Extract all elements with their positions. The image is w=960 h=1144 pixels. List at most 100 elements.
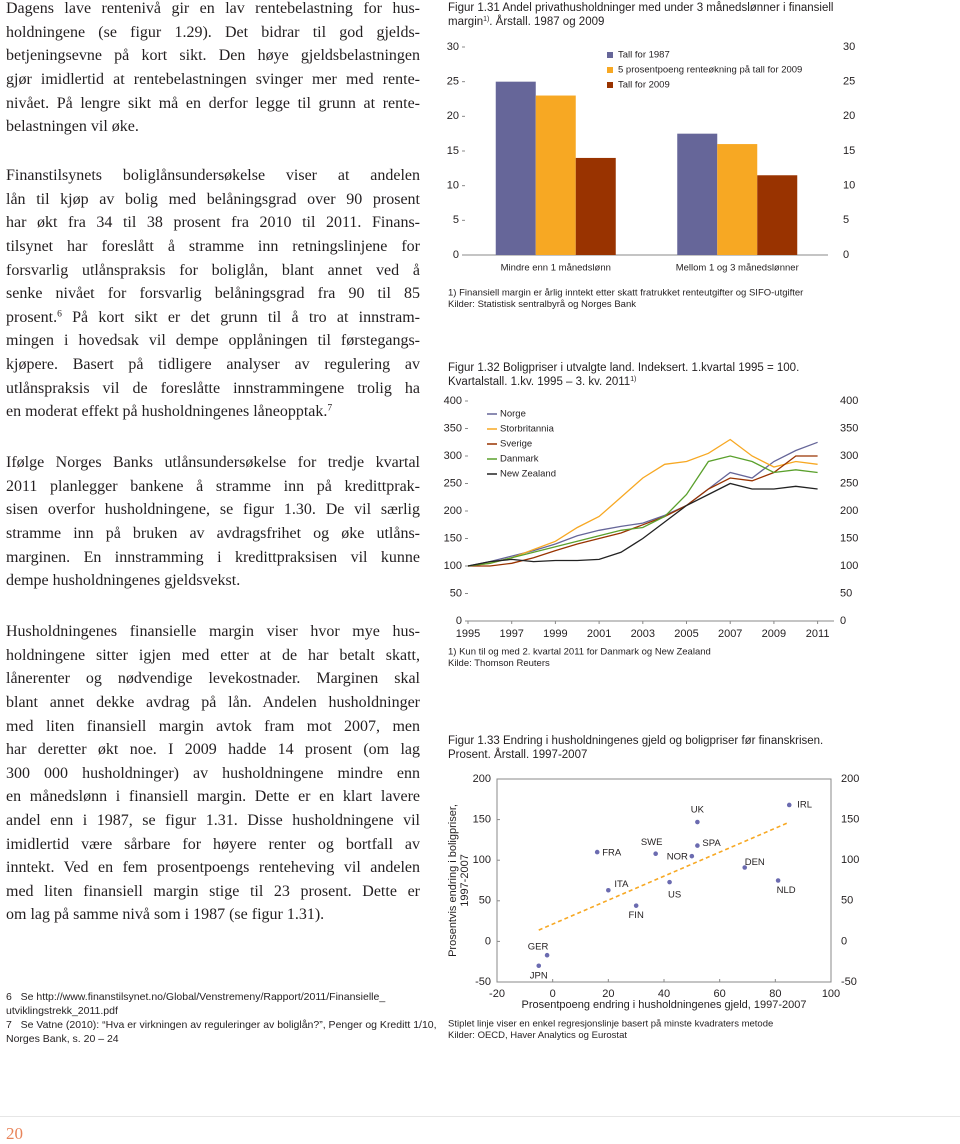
point-label: IRL	[797, 799, 812, 810]
y-tick-label: 200	[444, 505, 462, 517]
text-line: om lag på samme nivå som i 1987 (se figu…	[6, 906, 325, 924]
y2-tick-label: 5	[843, 214, 849, 226]
y2-tick-label: 300	[840, 450, 858, 462]
x-tick-label: 100	[822, 988, 840, 1000]
point	[606, 887, 611, 893]
series-line	[468, 455, 818, 567]
legend-swatch	[607, 67, 613, 73]
text-line: Finanstilsynets boliglånsundersøkelse vi…	[6, 167, 420, 185]
legend-label: Norge	[500, 409, 526, 420]
chart-title: Figur 1.31 Andel privathusholdninger med…	[448, 2, 846, 29]
chart-note: Kilde: Thomson Reuters	[448, 658, 550, 669]
x-tick-label: Mellom 1 og 3 månedslønner	[676, 263, 799, 274]
legend-swatch	[607, 82, 613, 88]
y2-tick-label: 100	[840, 560, 858, 572]
point	[689, 853, 695, 859]
x-tick-label: 80	[769, 988, 781, 1000]
y-tick-label: 10	[447, 180, 459, 192]
bar	[495, 81, 536, 256]
x-tick-label: 60	[714, 988, 726, 1000]
legend-label: Tall for 1987	[618, 50, 670, 61]
bar	[575, 157, 616, 255]
chart-note: Kilder: OECD, Haver Analytics og Eurosta…	[448, 1030, 627, 1041]
x-axis-title: Prosentpoeng endring i husholdningenes g…	[521, 999, 806, 1011]
text-line: 2011 planlegger bankene å stramme inn på…	[6, 477, 420, 495]
text-line: dempe husholdningenes gjeldsvekst.	[6, 572, 241, 590]
y-tick-label: 5	[453, 214, 459, 226]
point-label: NOR	[667, 852, 688, 863]
legend-label: 5 prosentpoeng renteøkning på tall for 2…	[618, 65, 802, 76]
text-line: senke nivået for forsvarlig belåningsgra…	[6, 285, 420, 303]
point	[775, 878, 781, 883]
x-tick-label: 2001	[587, 628, 611, 640]
y2-tick-label: 150	[840, 532, 858, 544]
legend-label: Sverige	[500, 439, 532, 450]
footnote: 6 Se http://www.finanstilsynet.no/Global…	[6, 991, 386, 1003]
x-tick-label: 2003	[631, 628, 655, 640]
x-tick-label: 2009	[762, 628, 786, 640]
y2-tick-label: 250	[840, 477, 858, 489]
y2-tick-label: -50	[841, 976, 857, 988]
y2-tick-label: 20	[843, 110, 855, 122]
point-label: US	[668, 890, 681, 901]
y-axis-title: 1997-2007	[459, 854, 471, 907]
text-line: stramme inn på bruken av avdragsfrihet o…	[6, 525, 420, 542]
point	[695, 819, 700, 825]
point-label: UK	[691, 805, 705, 816]
text-line: holdningene (se figur 1.29). Det bidrar …	[6, 23, 420, 41]
point	[633, 903, 639, 908]
y-tick-label: 25	[447, 76, 459, 88]
superscript: 1)	[483, 15, 490, 23]
legend-label: Danmark	[500, 454, 539, 465]
y-tick-label: -50	[475, 976, 491, 988]
chart-note: 1) Kun til og med 2. kvartal 2011 for Da…	[448, 647, 711, 658]
y-tick-label: 20	[447, 110, 459, 122]
y2-tick-label: 10	[843, 180, 855, 192]
x-tick-label: 1995	[456, 628, 480, 640]
text-run: prosent.	[6, 308, 58, 326]
y-tick-label: 150	[473, 814, 491, 826]
y-tick-label: 300	[444, 450, 462, 462]
text-line: 300 000 husholdninger) av husholdningene…	[6, 764, 420, 782]
y-tick-label: 0	[456, 615, 462, 627]
y2-tick-label: 0	[840, 615, 846, 627]
footnote: utviklingstrekk_2011.pdf	[6, 1005, 118, 1017]
chart-note: 1) Finansiell margin er årlig inntekt et…	[448, 288, 803, 299]
y-tick-label: 100	[444, 560, 462, 572]
text-line: lån til kjøp av bolig med belåningsgrad …	[6, 190, 420, 208]
y-tick-label: 350	[444, 422, 462, 434]
text-line: prosent.6 På kort sikt er det grunn til …	[6, 306, 420, 330]
series-line	[467, 455, 818, 567]
x-tick-label: Mindre enn 1 månedslønn	[501, 263, 611, 274]
x-tick-label: 1999	[543, 628, 567, 640]
text-line: nivået. På lengre sikt må en derfor legg…	[6, 94, 420, 112]
series-line	[467, 438, 818, 567]
text-line: Ifølge Norges Banks utlånsundersøkelse f…	[6, 454, 420, 472]
text-line: har økt fra 34 til 38 prosent fra 2010 t…	[6, 214, 420, 232]
y-tick-label: 250	[444, 477, 462, 489]
bar	[757, 175, 798, 255]
text-line: betjeningsevne på kort sikt. Den høye gj…	[6, 47, 420, 65]
text-line: gjør imidlertid at rentebelastningen svi…	[6, 71, 420, 88]
point	[594, 849, 600, 855]
y-tick-label: 50	[450, 587, 462, 599]
text-line: lånerenter og nødvendige levekostnader. …	[6, 670, 420, 688]
text-line: blant annet dekke avdrag på lån. Andelen…	[6, 694, 420, 711]
point	[695, 843, 700, 848]
point-label: SWE	[641, 837, 663, 848]
chart-note: Stiplet linje viser en enkel regresjonsl…	[448, 1019, 773, 1030]
bar	[717, 144, 758, 255]
point	[742, 865, 748, 870]
footnote: 7 Se Vatne (2010): “Hva er virkningen av…	[6, 1019, 437, 1031]
y2-tick-label: 150	[841, 814, 859, 826]
y-tick-label: 200	[473, 773, 491, 785]
regression-line	[538, 821, 790, 931]
page-number: 20	[6, 1124, 23, 1143]
point-label: DEN	[745, 857, 765, 868]
text-line: inntekt. Ved en fem prosentpoengs renteh…	[6, 859, 420, 877]
text-line: kjøpere. Basert på tidligere analyser av…	[6, 356, 420, 373]
x-tick-label: 2005	[674, 628, 698, 640]
y2-tick-label: 0	[843, 249, 849, 261]
point	[536, 963, 542, 969]
